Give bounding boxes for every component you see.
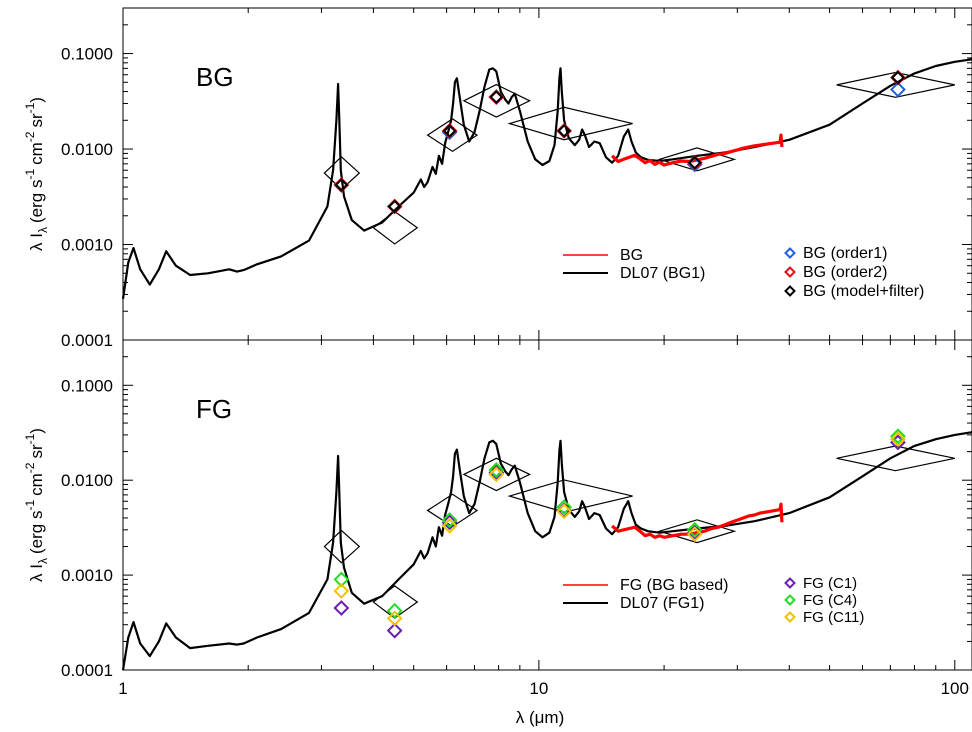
fg-marker-fg-c11- bbox=[386, 610, 403, 627]
bg-legend-marker-label: BG (order2) bbox=[803, 264, 887, 281]
bg-legend-marker-label: BG (order1) bbox=[803, 245, 887, 262]
bg-marker-bg-model-filter- bbox=[334, 178, 349, 192]
fg-marker-fg-c1- bbox=[890, 434, 906, 451]
bg-panel-ticks: 0.0001 0.0010 0.0100 0.1000 bbox=[61, 8, 972, 350]
fg-legend-line-label: DL07 (FG1) bbox=[620, 595, 704, 612]
bg-filter-diamond bbox=[507, 106, 633, 141]
fg-filter-diamond bbox=[836, 445, 955, 472]
fg-ylabel-sub: λ bbox=[36, 558, 50, 564]
bg-series-dl07-bg1- bbox=[121, 58, 972, 299]
x-tick-labels: 1 10 100 bbox=[118, 679, 969, 698]
fg-marker-fg-c11- bbox=[890, 431, 906, 448]
fg-marker-fg-c1- bbox=[686, 524, 703, 541]
bg-marker-bg-model-filter- bbox=[891, 70, 905, 85]
bg-ylabel-units-2: cm bbox=[27, 142, 46, 165]
bg-legend-marker-swatch bbox=[784, 266, 796, 278]
bg-filter-diamond bbox=[657, 147, 737, 172]
fg-legend-marker-swatch bbox=[784, 594, 796, 606]
bg-filter-diamond bbox=[836, 71, 955, 98]
bg-series-bg bbox=[610, 133, 784, 167]
bg-legend-marker-swatch bbox=[784, 247, 796, 259]
fg-markers bbox=[333, 428, 906, 639]
fg-filter-diamond bbox=[323, 529, 361, 564]
fg-marker-fg-c4- bbox=[333, 571, 350, 588]
fg-legend: FG (BG based)DL07 (FG1) FG (C1)FG (C4)FG … bbox=[563, 575, 864, 626]
bg-series bbox=[121, 58, 972, 299]
fg-marker-fg-c11- bbox=[556, 503, 573, 520]
bg-y-axis-label: λ Iλ(erg s-1cm-2sr-1) bbox=[23, 97, 50, 251]
x-tick-label: 1 bbox=[118, 679, 127, 698]
fg-filter-diamond bbox=[462, 457, 532, 492]
bg-marker-bg-model-filter- bbox=[687, 155, 702, 170]
fg-legend-marker-label: FG (C1) bbox=[803, 575, 857, 592]
fg-marker-fg-c4- bbox=[686, 521, 703, 538]
fg-y-axis-label: λ Iλ(erg s-1cm-2sr-1) bbox=[23, 428, 50, 582]
fg-marker-fg-c4- bbox=[890, 428, 906, 445]
bg-marker-bg-model-filter- bbox=[489, 90, 504, 105]
fg-series bbox=[121, 431, 972, 671]
fg-panel-frame bbox=[122, 339, 972, 671]
x-tick-label: 10 bbox=[529, 679, 548, 698]
fg-y-tick-label: 0.1000 bbox=[61, 376, 113, 395]
bg-marker-bg-model-filter- bbox=[387, 199, 402, 214]
fg-y-tick-label: 0.0100 bbox=[61, 471, 113, 490]
fg-legend-marker-label: FG (C11) bbox=[803, 609, 864, 626]
fg-ylabel-units-2: cm bbox=[27, 473, 46, 496]
bg-legend-marker-swatch bbox=[784, 285, 796, 297]
bg-panel-label: BG bbox=[196, 62, 234, 92]
fg-filter-diamond bbox=[507, 479, 633, 513]
fg-y-tick-label: 0.0010 bbox=[61, 566, 113, 585]
bg-y-tick-label: 0.0010 bbox=[61, 236, 113, 255]
fg-legend-marker-swatch bbox=[784, 611, 796, 623]
fg-marker-fg-c11- bbox=[333, 583, 350, 599]
x-tick-label: 100 bbox=[941, 679, 969, 698]
fg-marker-fg-c4- bbox=[441, 512, 458, 528]
fg-series-dl07-fg1- bbox=[121, 431, 972, 671]
bg-filter-diamond bbox=[462, 83, 531, 118]
fg-marker-fg-c1- bbox=[333, 600, 350, 616]
fg-marker-fg-c11- bbox=[488, 466, 505, 483]
fg-ylabel-units: (erg s bbox=[27, 511, 46, 554]
bg-ylabel-units: (erg s bbox=[27, 180, 46, 223]
fg-panel-ticks: 0.0001 0.0010 0.0100 0.1000 bbox=[61, 340, 972, 680]
fg-marker-fg-c4- bbox=[556, 499, 573, 516]
fg-ylabel-main: λ I bbox=[27, 564, 46, 582]
bg-filter-diamond bbox=[372, 210, 419, 245]
fg-marker-fg-c4- bbox=[488, 462, 505, 478]
bg-marker-bg-order1- bbox=[890, 81, 906, 98]
bg-ylabel-sub: λ bbox=[36, 227, 50, 233]
fg-filter-diamond bbox=[657, 519, 737, 544]
bg-marker-bg-model-filter- bbox=[442, 123, 457, 138]
fg-marker-fg-c1- bbox=[386, 622, 403, 639]
fg-panel-label: FG bbox=[196, 394, 232, 424]
bg-ylabel-units-3: sr bbox=[27, 113, 46, 128]
fg-legend-line-label: FG (BG based) bbox=[620, 577, 728, 594]
bg-legend-line-label: BG bbox=[620, 247, 643, 264]
bg-y-tick-label: 0.0001 bbox=[61, 331, 113, 350]
bg-y-tick-label: 0.0100 bbox=[61, 140, 113, 159]
bg-legend-line-label: DL07 (BG1) bbox=[620, 265, 705, 282]
fg-marker-fg-c11- bbox=[686, 526, 703, 543]
fg-series-fg-bg-based- bbox=[611, 502, 784, 539]
fg-legend-marker-swatch bbox=[784, 577, 796, 589]
fg-marker-fg-c11- bbox=[441, 517, 458, 534]
svg-text:λ Iλ(erg s-1cm-2sr-1): λ Iλ(erg s-1cm-2sr-1) bbox=[23, 97, 50, 251]
fg-y-tick-label: 0.0001 bbox=[61, 661, 113, 680]
x-axis-label: λ (μm) bbox=[516, 708, 565, 727]
bg-marker-bg-model-filter- bbox=[557, 123, 572, 138]
bg-legend-marker-label: BG (model+filter) bbox=[803, 283, 924, 300]
fg-ylabel-units-3: sr bbox=[27, 444, 46, 459]
bg-y-tick-label: 0.1000 bbox=[61, 45, 113, 64]
bg-ylabel-main: λ I bbox=[27, 233, 46, 251]
bg-markers bbox=[333, 69, 906, 215]
fg-legend-marker-label: FG (C4) bbox=[803, 592, 857, 609]
fg-marker-fg-c1- bbox=[441, 514, 458, 531]
svg-text:λ Iλ(erg s-1cm-2sr-1): λ Iλ(erg s-1cm-2sr-1) bbox=[23, 428, 50, 582]
fg-marker-fg-c1- bbox=[488, 464, 505, 481]
